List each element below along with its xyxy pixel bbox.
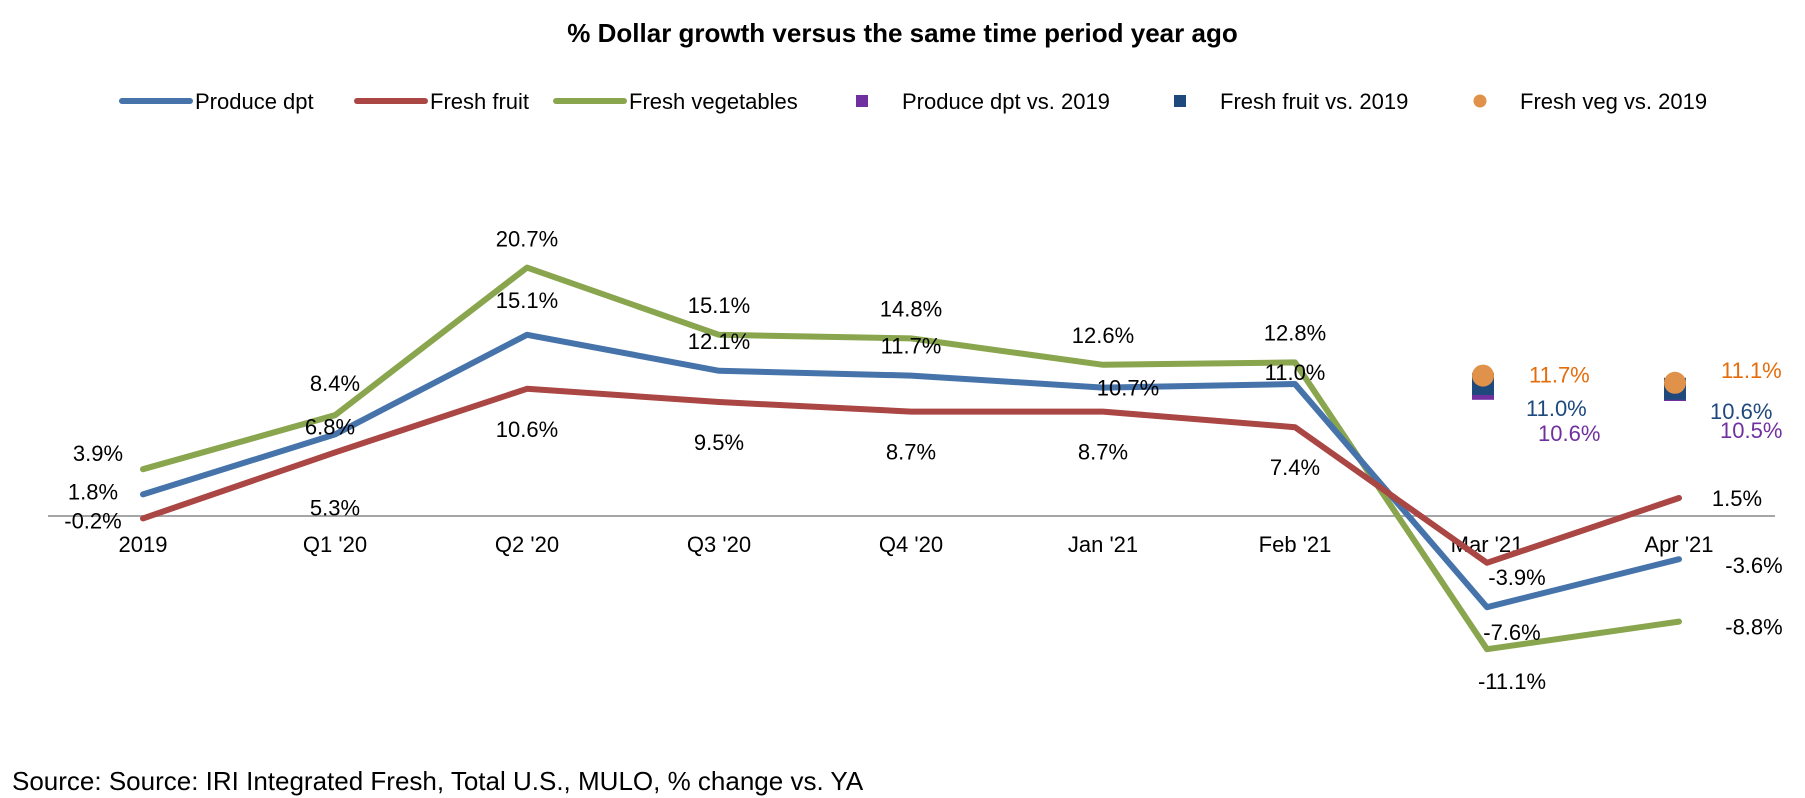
marker-label-fresh-veg-vs-2019: 11.7% xyxy=(1529,363,1590,388)
data-label-fresh-vegetables: -8.8% xyxy=(1725,615,1782,640)
x-tick-label: Q1 '20 xyxy=(303,532,367,557)
series-lines xyxy=(140,264,1682,653)
x-tick-label: Feb '21 xyxy=(1259,532,1332,557)
legend-label-fresh-veg-vs-2019: Fresh veg vs. 2019 xyxy=(1520,89,1707,114)
data-label-fresh-fruit: -3.9% xyxy=(1488,565,1545,590)
data-label-produce-dpt: 11.0% xyxy=(1265,360,1326,385)
marker-fresh-veg-vs-2019 xyxy=(1472,364,1494,387)
data-label-produce-dpt: 6.8% xyxy=(305,414,355,439)
data-label-fresh-fruit: 8.7% xyxy=(1078,440,1128,465)
data-label-produce-dpt: 1.8% xyxy=(68,479,118,504)
series-line-fresh-fruit xyxy=(140,385,1682,566)
source-note: Source: Source: IRI Integrated Fresh, To… xyxy=(12,766,864,796)
data-label-produce-dpt: 12.1% xyxy=(688,329,750,354)
marker-label-fresh-fruit-vs-2019: 11.0% xyxy=(1526,396,1587,421)
marker-label-fresh-veg-vs-2019: 11.1% xyxy=(1721,358,1782,383)
legend-label-fresh-vegetables: Fresh vegetables xyxy=(629,89,798,114)
marker-label-produce-dpt-vs-2019: 10.6% xyxy=(1538,421,1600,446)
data-label-fresh-fruit: 10.6% xyxy=(496,417,558,442)
x-tick-label: Q3 '20 xyxy=(687,532,751,557)
x-tick-label: 2019 xyxy=(119,532,168,557)
data-label-fresh-vegetables: 3.9% xyxy=(73,441,123,466)
x-tick-label: Apr '21 xyxy=(1644,532,1713,557)
data-label-fresh-vegetables: 12.6% xyxy=(1072,323,1134,348)
legend-label-produce-dpt: Produce dpt xyxy=(195,89,314,114)
data-label-fresh-vegetables: 8.4% xyxy=(310,371,360,396)
series-line-produce-dpt xyxy=(140,331,1682,611)
marker-label-fresh-fruit-vs-2019: 10.6% xyxy=(1710,399,1772,424)
series-line-fresh-vegetables xyxy=(140,264,1682,653)
x-tick-label: Q2 '20 xyxy=(495,532,559,557)
data-label-fresh-fruit: -0.2% xyxy=(64,508,121,533)
legend: Produce dpt Fresh fruit Fresh vegetables Pr… xyxy=(119,89,1707,114)
data-label-produce-dpt: 10.7% xyxy=(1097,376,1159,401)
data-label-produce-dpt: 11.7% xyxy=(881,334,942,359)
legend-label-produce-dpt-vs-2019: Produce dpt vs. 2019 xyxy=(902,89,1110,114)
legend-marker-fresh-veg-vs-2019 xyxy=(1473,94,1487,108)
data-label-fresh-vegetables: 20.7% xyxy=(496,227,558,252)
marker-label-produce-dpt-vs-2019: 10.5% xyxy=(1720,418,1782,443)
legend-marker-fresh-fruit-vs-2019 xyxy=(1174,95,1186,107)
data-label-produce-dpt: 15.1% xyxy=(496,288,558,313)
x-axis: 2019 Q1 '20 Q2 '20 Q3 '20 Q4 '20 Jan '21 Feb '… xyxy=(48,515,1775,557)
data-label-fresh-fruit: 8.7% xyxy=(886,440,936,465)
legend-label-fresh-fruit-vs-2019: Fresh fruit vs. 2019 xyxy=(1220,89,1408,114)
data-label-fresh-fruit: 9.5% xyxy=(694,430,744,455)
comparison-markers: 10.6% 10.5%11.0% 10.6%11.7% 11.1% xyxy=(1472,358,1782,446)
data-label-fresh-vegetables: 12.8% xyxy=(1264,320,1326,345)
chart-title: % Dollar growth versus the same time per… xyxy=(567,18,1238,48)
legend-label-fresh-fruit: Fresh fruit xyxy=(430,89,529,114)
data-label-fresh-vegetables: -11.1% xyxy=(1478,669,1546,694)
data-label-produce-dpt: -3.6% xyxy=(1725,553,1782,578)
data-label-fresh-vegetables: 14.8% xyxy=(880,296,942,321)
data-label-fresh-vegetables: 15.1% xyxy=(688,293,750,318)
x-tick-label: Jan '21 xyxy=(1068,532,1138,557)
data-label-produce-dpt: -7.6% xyxy=(1483,620,1540,645)
marker-fresh-veg-vs-2019 xyxy=(1664,371,1686,394)
data-label-fresh-fruit: 7.4% xyxy=(1270,455,1320,480)
x-tick-label: Q4 '20 xyxy=(879,532,943,557)
data-label-fresh-fruit: 1.5% xyxy=(1712,486,1762,511)
legend-marker-produce-dpt-vs-2019 xyxy=(856,95,868,107)
data-labels: 1.8% 6.8% 15.1% 12.1% 11.7% 10.7% 11.0% -7.6% -3… xyxy=(64,227,1782,695)
data-label-fresh-fruit: 5.3% xyxy=(310,495,360,520)
